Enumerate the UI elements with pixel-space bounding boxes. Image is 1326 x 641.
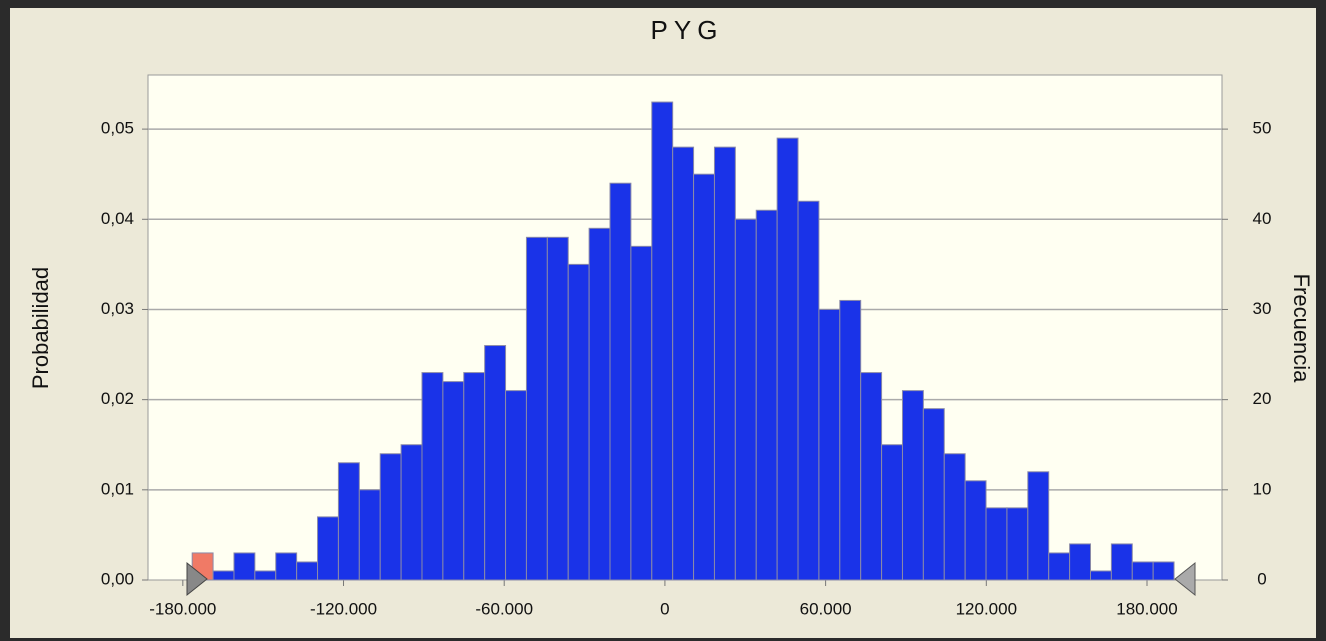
bar xyxy=(881,444,903,581)
bar xyxy=(296,561,319,581)
y-tick-label: 0,00 xyxy=(101,569,134,588)
y-tick-label: 0,03 xyxy=(101,299,134,318)
left-marker xyxy=(186,561,208,597)
bar xyxy=(505,390,527,581)
bar xyxy=(964,480,987,581)
y-tick-label: 0,02 xyxy=(101,389,134,408)
bar xyxy=(1069,543,1091,581)
bar xyxy=(1089,570,1112,581)
bar xyxy=(1006,507,1029,581)
y2-tick-label: 0 xyxy=(1257,569,1266,588)
right-marker xyxy=(1174,561,1196,597)
bar xyxy=(275,552,298,581)
bar xyxy=(922,408,945,581)
bar xyxy=(901,390,924,581)
bar xyxy=(776,137,799,581)
bar xyxy=(421,372,444,581)
bar xyxy=(212,570,235,581)
bar xyxy=(839,299,862,581)
bar xyxy=(1110,543,1133,581)
x-tick-label: -60.000 xyxy=(475,599,533,618)
bar xyxy=(463,372,486,581)
bar xyxy=(1027,471,1050,581)
y-tick-label: 0,01 xyxy=(101,479,134,498)
x-tick-label: -120.000 xyxy=(310,599,377,618)
y2-tick-label: 10 xyxy=(1253,479,1272,498)
y2-axis-label: Frecuencia xyxy=(1289,274,1314,384)
bar xyxy=(484,345,507,581)
bar xyxy=(713,146,736,581)
bar xyxy=(943,453,966,581)
y2-tick-label: 50 xyxy=(1253,119,1272,138)
bar xyxy=(233,552,256,581)
y-tick-label: 0,04 xyxy=(101,209,134,228)
chart-title: PYG xyxy=(651,15,724,45)
bar xyxy=(630,245,653,581)
bar xyxy=(818,308,841,581)
bar xyxy=(442,381,465,581)
y-axis-label: Probabilidad xyxy=(28,267,53,389)
bar xyxy=(1131,561,1154,581)
bar xyxy=(567,263,590,581)
bar xyxy=(797,200,820,581)
x-tick-label: 180.000 xyxy=(1116,599,1177,618)
bar xyxy=(1152,561,1175,581)
y2-tick-label: 20 xyxy=(1253,389,1272,408)
bar xyxy=(693,173,715,581)
x-tick-label: 60.000 xyxy=(800,599,852,618)
bar xyxy=(254,570,277,581)
bar xyxy=(588,227,611,581)
y2-tick-label: 40 xyxy=(1253,209,1272,228)
y2-tick-label: 30 xyxy=(1253,299,1272,318)
bar xyxy=(525,236,548,581)
bar xyxy=(546,236,569,581)
x-tick-label: -180.000 xyxy=(149,599,216,618)
bar xyxy=(755,209,778,581)
bar xyxy=(337,462,360,581)
bar xyxy=(1048,552,1071,581)
bar xyxy=(672,146,695,581)
bar xyxy=(985,507,1008,581)
y-tick-label: 0,05 xyxy=(101,119,134,138)
marks: 0,00 0,01 0,02 0,03 0,04 0,05 0 10 20 30 40 50 -180.… xyxy=(101,101,1272,618)
bar xyxy=(400,444,423,581)
bar xyxy=(860,372,883,581)
bar xyxy=(609,182,632,581)
x-tick-label: 0 xyxy=(660,599,669,618)
bar xyxy=(317,516,339,581)
bar xyxy=(358,489,381,581)
bar xyxy=(651,101,674,581)
bar xyxy=(734,218,757,581)
x-tick-label: 120.000 xyxy=(956,599,1017,618)
bar xyxy=(379,453,402,581)
